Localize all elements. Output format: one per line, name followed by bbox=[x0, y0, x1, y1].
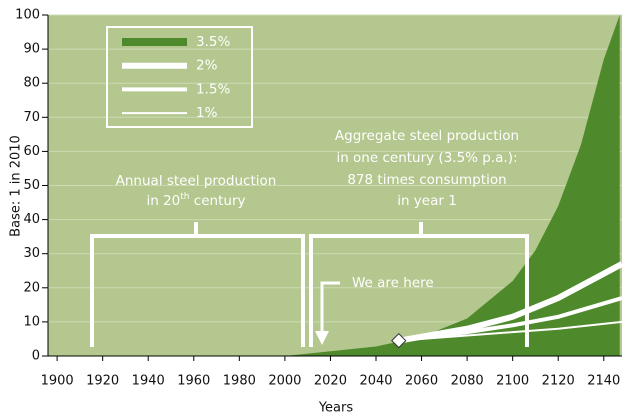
line bbox=[398, 320, 623, 342]
annotation: in 20th century bbox=[147, 192, 246, 210]
bracket-left bbox=[90, 222, 305, 347]
x-tick-label: 2040 bbox=[359, 374, 392, 389]
y-tick-label: 30 bbox=[23, 246, 40, 261]
annotation: 878 times consumption bbox=[347, 172, 506, 188]
y-tick-label: 60 bbox=[23, 144, 40, 159]
legend-label: 1% bbox=[196, 105, 218, 121]
annotation: in one century (3.5% p.a.): bbox=[336, 150, 517, 166]
annotation-part: in 20 bbox=[147, 193, 181, 209]
x-tick-label: 2020 bbox=[314, 374, 347, 389]
y-tick-label: 0 bbox=[32, 349, 40, 364]
annotation: Aggregate steel production bbox=[335, 128, 519, 144]
y-tick-label: 10 bbox=[23, 314, 40, 329]
brackets bbox=[90, 222, 529, 347]
x-tick-label: 2060 bbox=[405, 374, 438, 389]
annotation: in year 1 bbox=[397, 193, 457, 209]
line bbox=[398, 296, 623, 343]
y-tick-label: 50 bbox=[23, 178, 40, 193]
line bbox=[398, 261, 624, 344]
x-tick-label: 1980 bbox=[223, 374, 256, 389]
x-tick-label: 2140 bbox=[587, 374, 620, 389]
y-tick-label: 80 bbox=[23, 76, 40, 91]
y-tick-label: 40 bbox=[23, 212, 40, 227]
arrow-head bbox=[315, 331, 329, 345]
y-tick-label: 70 bbox=[23, 110, 40, 125]
bracket-right bbox=[309, 222, 529, 347]
annotation: We are here bbox=[352, 275, 434, 291]
x-tick-label: 2080 bbox=[451, 374, 484, 389]
x-tick-label: 1960 bbox=[177, 374, 210, 389]
marker bbox=[391, 332, 407, 349]
legend-label: 3.5% bbox=[196, 34, 230, 50]
legend-swatch bbox=[122, 38, 187, 46]
annotation-part: century bbox=[190, 193, 246, 209]
x-tick-label: 2000 bbox=[268, 374, 301, 389]
annotation-sup: th bbox=[180, 192, 189, 202]
area bbox=[284, 15, 620, 356]
y-tick-label: 90 bbox=[23, 42, 40, 57]
legend-label: 2% bbox=[196, 58, 218, 74]
annotation: Annual steel production bbox=[116, 173, 277, 189]
y-axis-label: Base: 1 in 2010 bbox=[9, 135, 24, 237]
x-tick-label: 1920 bbox=[86, 374, 119, 389]
x-axis-label: Years bbox=[318, 401, 354, 416]
x-tick-label: 2100 bbox=[496, 374, 529, 389]
legend-label: 1.5% bbox=[196, 81, 230, 97]
x-tick-label: 2120 bbox=[542, 374, 575, 389]
x-tick-label: 1900 bbox=[41, 374, 74, 389]
y-tick-label: 20 bbox=[23, 280, 40, 295]
arrow bbox=[320, 281, 340, 333]
y-tick-label: 100 bbox=[15, 8, 40, 23]
x-tick-label: 1940 bbox=[132, 374, 165, 389]
legend-box bbox=[106, 26, 253, 128]
